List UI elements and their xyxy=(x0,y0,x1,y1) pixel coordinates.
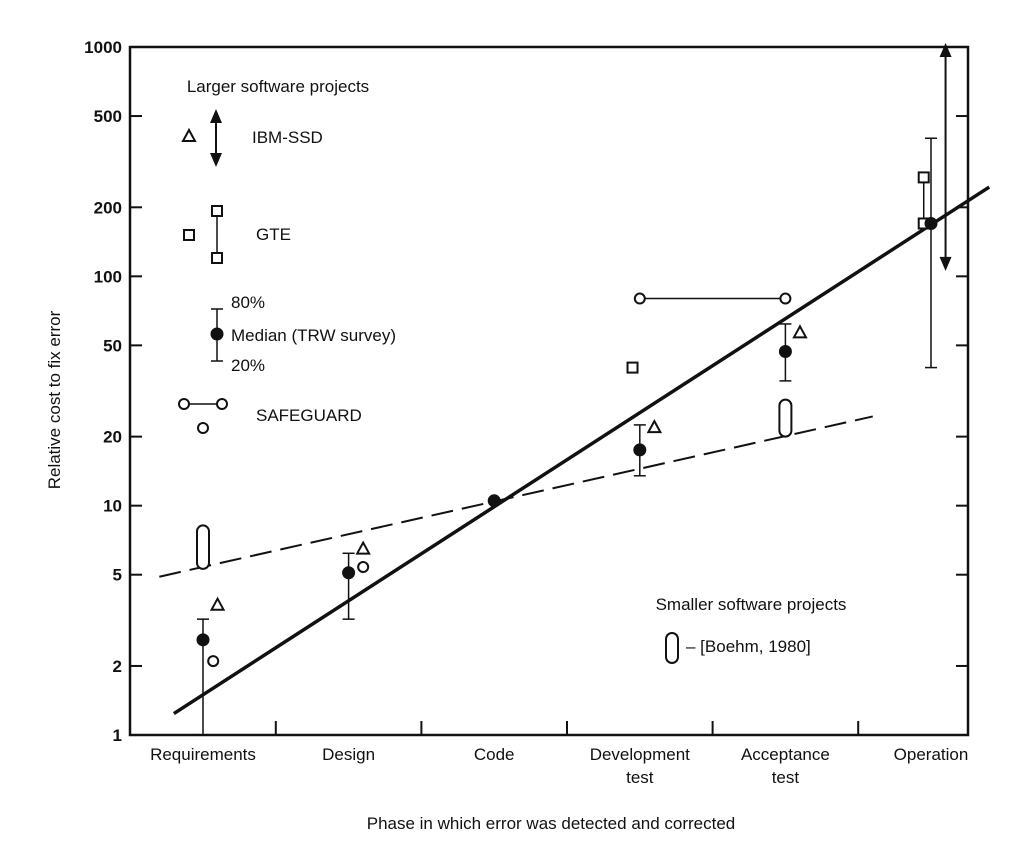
trw-median-point xyxy=(342,566,356,580)
boehm-range xyxy=(196,524,210,570)
x-axis-title: Phase in which error was detected and co… xyxy=(367,814,736,833)
x-tick-label: Requirements xyxy=(150,745,256,764)
y-tick-label: 5 xyxy=(113,566,122,585)
legend-boehm-label: – [Boehm, 1980] xyxy=(686,637,811,656)
ibm-ssd-range-arrow-head-down xyxy=(939,256,952,271)
ibm-ssd-point xyxy=(209,596,226,611)
legend-larger-title: Larger software projects xyxy=(187,77,369,96)
legend-gte-square-bottom xyxy=(211,252,223,264)
chart-marks xyxy=(159,43,991,736)
legend-safeguard-right-circle xyxy=(216,398,228,410)
ibm-ssd-point xyxy=(646,419,663,434)
x-tick-label: Design xyxy=(322,745,375,764)
safeguard-point xyxy=(207,655,220,668)
ibm-ssd-point xyxy=(355,540,371,555)
y-tick-label: 10 xyxy=(103,497,122,516)
legend-trw-median-dot xyxy=(210,327,224,341)
legend-gte-square-left xyxy=(183,229,195,241)
legend-safeguard-label: SAFEGUARD xyxy=(256,406,362,425)
x-axis: Requirements Design Code Development test Acc… xyxy=(150,721,968,787)
legend-ibm-triangle xyxy=(181,127,197,142)
legend-ibm-label: IBM-SSD xyxy=(252,128,323,147)
y-tick-label: 1000 xyxy=(84,38,122,57)
y-tick-label: 1 xyxy=(113,726,122,745)
legend-smaller-title: Smaller software projects xyxy=(656,595,847,614)
fit-line-dashed xyxy=(159,415,873,578)
legend-safeguard-left-circle xyxy=(178,398,190,410)
x-tick-label: Code xyxy=(474,745,515,764)
gte-point xyxy=(626,361,639,374)
boehm-range xyxy=(778,398,793,438)
safeguard-point xyxy=(779,292,792,305)
y-tick-label: 20 xyxy=(103,428,122,447)
x-tick-label: Operation xyxy=(894,745,969,764)
trw-median-point xyxy=(196,633,210,647)
ibm-ssd-point xyxy=(792,324,808,339)
plot-border xyxy=(128,45,970,737)
y-tick-label: 50 xyxy=(103,336,122,355)
legend-ibm-arrow-head-down xyxy=(210,153,222,167)
x-tick-label: Acceptance xyxy=(741,745,830,764)
legend-ibm-arrow-head-up xyxy=(210,109,222,123)
legend-trw-lo: 20% xyxy=(231,356,265,375)
trw-median-point xyxy=(487,494,501,508)
x-tick-label: test xyxy=(626,768,654,787)
trw-median-point xyxy=(633,443,647,457)
legend-trw-median: Median (TRW survey) xyxy=(231,326,396,345)
y-axis-title: Relative cost to fix error xyxy=(45,310,64,489)
safeguard-point xyxy=(633,292,646,305)
gte-point xyxy=(917,171,930,184)
trw-median-point xyxy=(924,216,938,230)
ibm-ssd-range-arrow-head-up xyxy=(939,43,952,57)
legend-boehm-capsule xyxy=(665,632,679,664)
y-tick-label: 500 xyxy=(94,107,122,126)
x-tick-label: test xyxy=(772,768,800,787)
legend-gte-square-top xyxy=(211,205,223,217)
legend-safeguard-circle xyxy=(197,422,209,434)
x-tick-label: Development xyxy=(590,745,690,764)
plot-frame xyxy=(128,45,970,737)
legend-trw-hi: 80% xyxy=(231,293,265,312)
y-tick-label: 2 xyxy=(113,657,122,676)
safeguard-point xyxy=(357,561,370,574)
fit-line-solid xyxy=(172,185,991,716)
y-tick-label: 100 xyxy=(94,267,122,286)
legend: Larger software projects IBM-SSD GTE 80%… xyxy=(178,77,847,664)
trw-median-point xyxy=(778,345,792,359)
legend-gte-label: GTE xyxy=(256,225,291,244)
y-tick-label: 200 xyxy=(94,198,122,217)
